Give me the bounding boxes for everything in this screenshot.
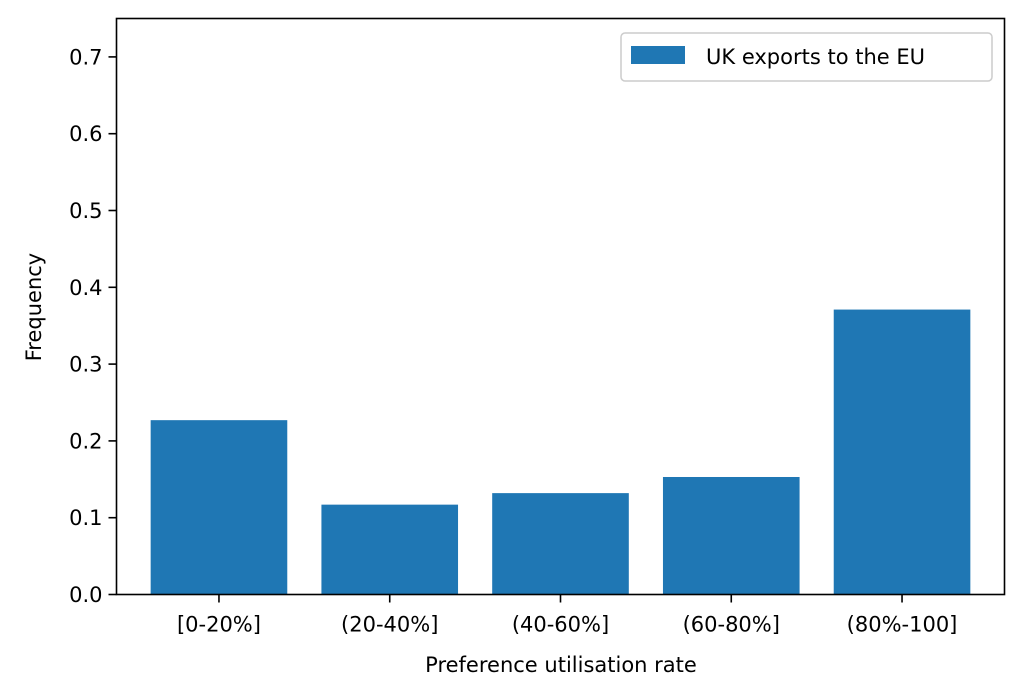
y-tick-label: 0.2	[69, 429, 102, 453]
bar-2	[321, 504, 459, 595]
x-tick-label: (20-40%]	[341, 613, 438, 637]
x-tick-label: (80%-100]	[847, 613, 958, 637]
plot-frame	[115, 17, 1006, 596]
legend-label: UK exports to the EU	[706, 45, 925, 69]
y-tick-label: 0.1	[69, 506, 102, 530]
x-tick-label: (40-60%]	[512, 613, 609, 637]
bars-group	[150, 309, 971, 595]
legend-frame	[620, 32, 993, 82]
legend-swatch	[631, 46, 685, 64]
legend: UK exports to the EU	[620, 32, 993, 82]
y-tick-label: 0.6	[69, 122, 102, 146]
y-tick-label: 0.3	[69, 353, 102, 377]
y-tick-label: 0.0	[69, 583, 102, 607]
y-axis-label: Frequency	[22, 253, 46, 362]
y-tick-label: 0.5	[69, 199, 102, 223]
y-tick-label: 0.7	[69, 45, 102, 69]
x-tick-label: [0-20%]	[177, 613, 261, 637]
x-tick-label: (60-80%]	[683, 613, 780, 637]
y-tick-label: 0.4	[69, 276, 102, 300]
bar-1	[150, 420, 288, 595]
y-axis: 0.0 0.1 0.2 0.3 0.4 0.5 0.6 0.7	[69, 45, 117, 607]
bar-4	[662, 476, 800, 595]
bar-5	[833, 309, 971, 595]
x-axis: [0-20%] (20-40%] (40-60%] (60-80%] (80%-100]	[177, 594, 958, 637]
x-axis-label: Preference utilisation rate	[425, 653, 697, 677]
bar-3	[492, 493, 629, 595]
